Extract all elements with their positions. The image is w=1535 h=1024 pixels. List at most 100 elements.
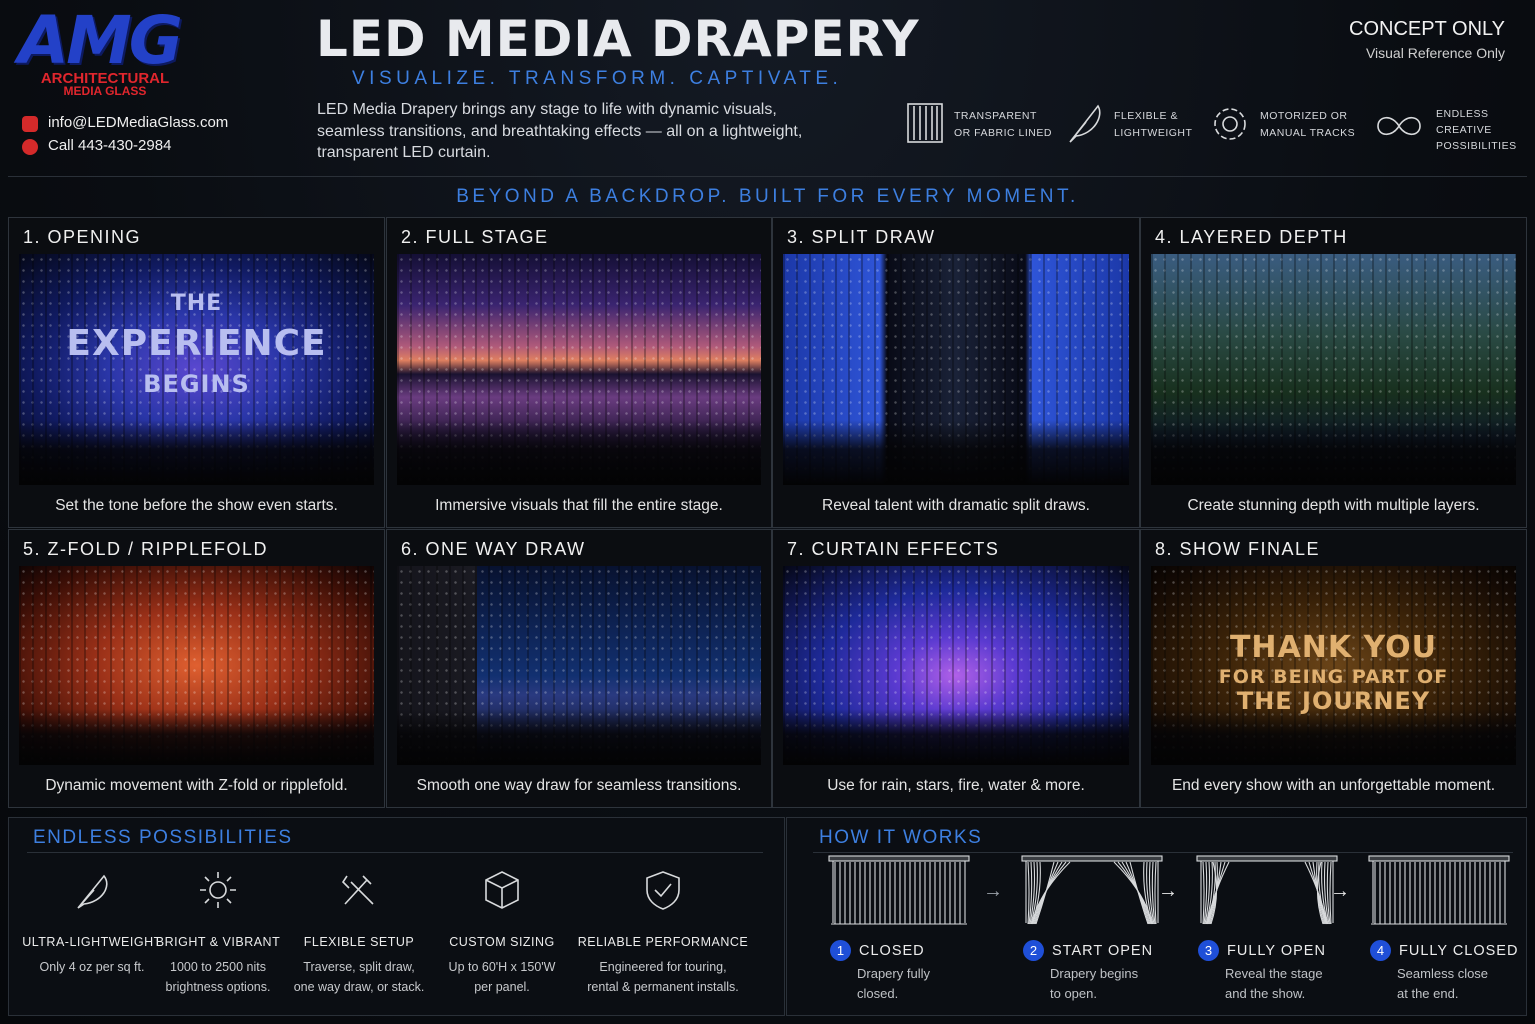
step-desc: Seamless close bbox=[1397, 966, 1489, 981]
panel-title: 1. OPENING bbox=[23, 227, 142, 247]
phone-icon bbox=[22, 139, 38, 155]
feature-label: MANUAL TRACKS bbox=[1260, 127, 1356, 139]
panel-caption: Use for rain, stars, fire, water & more. bbox=[827, 777, 1085, 794]
possibilities-heading: ENDLESS POSSIBILITIES bbox=[33, 827, 293, 848]
description: LED Media Drapery brings any stage to li… bbox=[317, 101, 803, 161]
step-title: CLOSED bbox=[859, 943, 925, 959]
possibility-desc: per panel. bbox=[474, 980, 530, 994]
panel: 4. LAYERED DEPTH Create stunning depth wi… bbox=[1140, 217, 1527, 528]
email-icon bbox=[22, 116, 38, 132]
possibility-title: BRIGHT & VIBRANT bbox=[155, 935, 281, 949]
step-badge: 3 bbox=[1198, 940, 1219, 961]
panel-image bbox=[783, 254, 1129, 485]
divider bbox=[813, 852, 1513, 853]
possibility-icon bbox=[485, 871, 519, 909]
panel: 3. SPLIT DRAW Reveal talent with dramatic… bbox=[772, 217, 1140, 528]
gear-icon bbox=[1214, 108, 1246, 140]
possibility-icon bbox=[200, 872, 236, 908]
logo-line: MEDIA GLASS bbox=[63, 84, 147, 98]
panel-title: 6. ONE WAY DRAW bbox=[401, 539, 586, 559]
feature-label: LIGHTWEIGHT bbox=[1114, 127, 1193, 139]
logo-line: ARCHITECTURAL bbox=[40, 70, 170, 87]
possibility-desc: Traverse, split draw, bbox=[303, 960, 415, 974]
audience bbox=[783, 709, 1129, 765]
feature-label: FLEXIBLE & bbox=[1114, 110, 1178, 122]
panel-caption: End every show with an unforgettable mom… bbox=[1171, 777, 1496, 794]
possibilities-box: ENDLESS POSSIBILITIES ULTRA-LIGHTWEIGHT O… bbox=[8, 817, 785, 1016]
step-desc: Drapery fully bbox=[857, 966, 930, 981]
panel: 5. Z-FOLD / RIPPLEFOLD Dynamic movement w… bbox=[8, 529, 385, 808]
title: LED MEDIA DRAPERY bbox=[316, 10, 920, 68]
panel-image bbox=[397, 566, 761, 765]
panel: THE EXPERIENCE BEGINS 1. OPENING Set the ton… bbox=[8, 217, 385, 528]
arrow: → bbox=[983, 880, 1003, 902]
overlay-text: EXPERIENCE bbox=[66, 323, 327, 365]
panel-title: 3. SPLIT DRAW bbox=[787, 227, 936, 247]
overlay-text: FOR BEING PART OF bbox=[1218, 665, 1449, 688]
possibility-icon bbox=[646, 871, 680, 910]
overlay-text: THANK YOU bbox=[1229, 629, 1438, 665]
curtain-diagram bbox=[1368, 855, 1510, 925]
possibility-icon bbox=[77, 874, 108, 909]
overlay-text: THE JOURNEY bbox=[1236, 687, 1431, 716]
panel-caption: Dynamic movement with Z-fold or ripplefo… bbox=[45, 777, 348, 794]
overlay-text: BEGINS bbox=[143, 369, 250, 398]
audience bbox=[783, 420, 1129, 485]
possibility-desc: one way draw, or stack. bbox=[293, 980, 425, 994]
divider bbox=[8, 176, 1527, 177]
audience bbox=[19, 420, 374, 485]
panel-image: THANK YOU FOR BEING PART OF THE JOURNEY bbox=[1151, 566, 1516, 765]
curtain-diagram bbox=[1021, 855, 1163, 925]
step-desc: and the show. bbox=[1225, 986, 1306, 1001]
step-title: START OPEN bbox=[1052, 943, 1154, 959]
panel-title: 4. LAYERED DEPTH bbox=[1155, 227, 1348, 247]
feature-label: POSSIBILITIES bbox=[1436, 140, 1517, 152]
phone[interactable]: Call 443-430-2984 bbox=[48, 137, 172, 154]
logo: AMG bbox=[18, 2, 183, 79]
email[interactable]: info@LEDMediaGlass.com bbox=[48, 114, 229, 131]
step-desc: closed. bbox=[857, 986, 899, 1001]
panel-image bbox=[1151, 254, 1516, 485]
panel-caption: Set the tone before the show even starts… bbox=[55, 497, 338, 514]
possibility-icon bbox=[341, 875, 374, 905]
infinity-icon bbox=[1377, 116, 1421, 136]
step-desc: at the end. bbox=[1397, 986, 1459, 1001]
possibility-title: CUSTOM SIZING bbox=[449, 935, 555, 949]
possibility-title: FLEXIBLE SETUP bbox=[303, 935, 415, 949]
audience bbox=[19, 709, 374, 765]
panel-caption: Smooth one way draw for seamless transit… bbox=[416, 777, 742, 794]
curtain-diagram bbox=[828, 855, 970, 925]
panel-title: 2. FULL STAGE bbox=[401, 227, 549, 247]
possibility-title: RELIABLE PERFORMANCE bbox=[577, 935, 749, 949]
panel-image bbox=[783, 566, 1129, 765]
arrow: → bbox=[1330, 880, 1350, 902]
step-title: FULLY OPEN bbox=[1227, 943, 1326, 959]
audience bbox=[397, 420, 761, 485]
step-badge: 2 bbox=[1023, 940, 1044, 961]
panel-title: 8. SHOW FINALE bbox=[1155, 539, 1321, 559]
possibility-desc: Up to 60'H x 150'W bbox=[448, 960, 556, 974]
panel-caption: Create stunning depth with multiple laye… bbox=[1187, 497, 1480, 514]
step-desc: Drapery begins bbox=[1050, 966, 1139, 981]
feature-label: MOTORIZED OR bbox=[1260, 110, 1348, 122]
feature-label: TRANSPARENT bbox=[954, 110, 1037, 122]
step-desc: Reveal the stage bbox=[1225, 966, 1323, 981]
step-title: FULLY CLOSED bbox=[1399, 943, 1519, 959]
panel-image bbox=[19, 566, 374, 765]
panel-title: 5. Z-FOLD / RIPPLEFOLD bbox=[23, 539, 269, 559]
possibility-desc: Engineered for touring, bbox=[599, 960, 727, 974]
audience bbox=[1151, 709, 1516, 765]
how-heading: HOW IT WORKS bbox=[819, 827, 983, 848]
audience bbox=[1151, 420, 1516, 485]
overlay-text: THE bbox=[170, 290, 223, 316]
panel: THANK YOU FOR BEING PART OF THE JOURNEY 8. … bbox=[1140, 529, 1527, 808]
panel: 7. CURTAIN EFFECTS Use for rain, stars, f… bbox=[772, 529, 1140, 808]
panel-caption: Immersive visuals that fill the entire s… bbox=[435, 497, 723, 514]
notice-sub: Visual Reference Only bbox=[1365, 45, 1505, 61]
arrow: → bbox=[1158, 880, 1178, 902]
feature-label: CREATIVE bbox=[1436, 124, 1492, 136]
panel-image bbox=[397, 254, 761, 485]
curtain-diagram bbox=[1196, 855, 1338, 925]
possibility-title: ULTRA-LIGHTWEIGHT bbox=[22, 935, 162, 949]
possibility-desc: 1000 to 2500 nits bbox=[170, 960, 266, 974]
